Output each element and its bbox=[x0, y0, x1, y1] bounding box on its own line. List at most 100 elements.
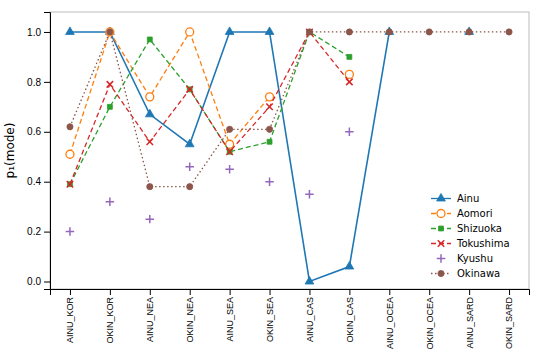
y-axis-title: p₁(mode) bbox=[3, 123, 17, 179]
x-tick-label: OKIN_CAS bbox=[345, 297, 355, 343]
legend-symbol bbox=[439, 226, 444, 231]
x-tick-mark bbox=[270, 289, 271, 295]
x-tick-label: AINU_KOR bbox=[65, 297, 75, 344]
x-tick-label: OKIN_SEA bbox=[265, 297, 275, 342]
y-tick-mark bbox=[44, 132, 50, 133]
x-tick: AINU_CAS bbox=[305, 289, 315, 342]
point bbox=[345, 70, 353, 78]
x-tick: AINU_OCEA bbox=[385, 289, 395, 349]
legend-label: Okinawa bbox=[457, 268, 500, 279]
legend-item: Okinawa bbox=[431, 268, 500, 279]
x-tick-mark bbox=[150, 289, 151, 295]
x-tick-mark bbox=[309, 289, 310, 295]
point bbox=[147, 184, 153, 190]
x-tick-label: OKIN_KOR bbox=[105, 297, 115, 344]
y-tick-label: 1.0 bbox=[27, 27, 41, 38]
point bbox=[146, 215, 154, 223]
x-tick: OKIN_SARD bbox=[504, 289, 514, 349]
plot: 0.00.20.40.60.81.0AINU_KOROKIN_KORAINU_N… bbox=[27, 12, 529, 350]
x-tick-mark bbox=[509, 289, 510, 295]
y-tick-label: 0.6 bbox=[27, 126, 41, 137]
x-tick-mark bbox=[190, 289, 191, 295]
point bbox=[426, 29, 432, 35]
point bbox=[267, 139, 272, 144]
x-tick-mark bbox=[469, 289, 470, 295]
marks bbox=[66, 27, 513, 284]
point bbox=[226, 149, 232, 155]
point bbox=[107, 29, 113, 35]
y-tick-mark bbox=[44, 82, 50, 83]
point bbox=[185, 162, 193, 170]
x-tick: AINU_KOR bbox=[65, 289, 75, 343]
legend-item: Shizuoka bbox=[431, 223, 502, 234]
point bbox=[506, 29, 512, 35]
point bbox=[266, 126, 272, 132]
point bbox=[305, 190, 313, 198]
y-tick-mark bbox=[44, 232, 50, 233]
legend-label: Ainu bbox=[457, 193, 479, 204]
y-axis: 0.00.20.40.60.81.0 bbox=[27, 13, 50, 290]
series bbox=[68, 30, 352, 187]
x-tick: AINU_NEA bbox=[145, 289, 155, 342]
legend-item: Ainu bbox=[431, 193, 479, 204]
y-tick: 0.0 bbox=[27, 276, 50, 287]
series bbox=[66, 27, 474, 284]
x-tick: AINU_SEA bbox=[225, 289, 235, 342]
point bbox=[67, 181, 73, 187]
point bbox=[147, 139, 153, 145]
x-tick: OKIN_OCEA bbox=[425, 289, 435, 350]
x-tick-label: AINU_SARD bbox=[465, 297, 475, 349]
legend-symbol bbox=[437, 210, 445, 218]
x-tick-mark bbox=[389, 289, 390, 295]
x-axis-line bbox=[51, 290, 530, 296]
point bbox=[225, 27, 234, 35]
point bbox=[107, 104, 112, 109]
x-tick-mark bbox=[110, 289, 111, 295]
y-tick-mark bbox=[44, 182, 50, 183]
x-tick: OKIN_NEA bbox=[185, 289, 195, 343]
point bbox=[345, 128, 353, 136]
legend-label: Kyushu bbox=[457, 253, 493, 264]
x-tick-label: OKIN_SARD bbox=[504, 297, 514, 350]
legend-item: Aomori bbox=[431, 208, 493, 219]
point bbox=[386, 29, 392, 35]
series-line bbox=[70, 32, 509, 187]
point bbox=[266, 93, 274, 101]
plot-frame bbox=[50, 12, 529, 289]
x-tick: OKIN_SEA bbox=[265, 289, 275, 342]
point bbox=[67, 124, 73, 130]
point bbox=[265, 177, 273, 185]
y-tick-label: 0.4 bbox=[27, 176, 41, 187]
series bbox=[67, 29, 512, 190]
legend-symbol bbox=[437, 254, 445, 262]
point bbox=[265, 27, 274, 35]
legend-label: Shizuoka bbox=[457, 223, 502, 234]
series-line bbox=[70, 32, 349, 184]
point bbox=[227, 149, 232, 154]
legend-symbol bbox=[437, 193, 446, 201]
legend-label: Aomori bbox=[457, 208, 493, 219]
x-tick-mark bbox=[70, 289, 71, 295]
y-tick: 0.4 bbox=[27, 176, 50, 187]
x-tick-mark bbox=[349, 289, 350, 295]
x-tick-label: AINU_OCEA bbox=[385, 297, 395, 349]
x-tick-mark bbox=[230, 289, 231, 295]
point bbox=[146, 93, 154, 101]
y-tick: 0.6 bbox=[27, 126, 50, 137]
x-tick-label: OKIN_NEA bbox=[185, 297, 195, 343]
point bbox=[185, 139, 194, 147]
x-tick: OKIN_CAS bbox=[345, 289, 355, 343]
point bbox=[106, 28, 114, 36]
point bbox=[66, 27, 75, 35]
y-tick-label: 0.0 bbox=[27, 276, 41, 287]
point bbox=[305, 276, 314, 284]
y-axis-line bbox=[44, 13, 51, 290]
y-tick-mark bbox=[44, 282, 50, 283]
y-tick-label: 0.8 bbox=[27, 77, 41, 88]
point bbox=[465, 27, 474, 35]
series-line bbox=[70, 32, 349, 154]
point bbox=[266, 104, 272, 110]
point bbox=[385, 27, 394, 35]
point bbox=[187, 87, 192, 92]
series bbox=[67, 29, 353, 188]
